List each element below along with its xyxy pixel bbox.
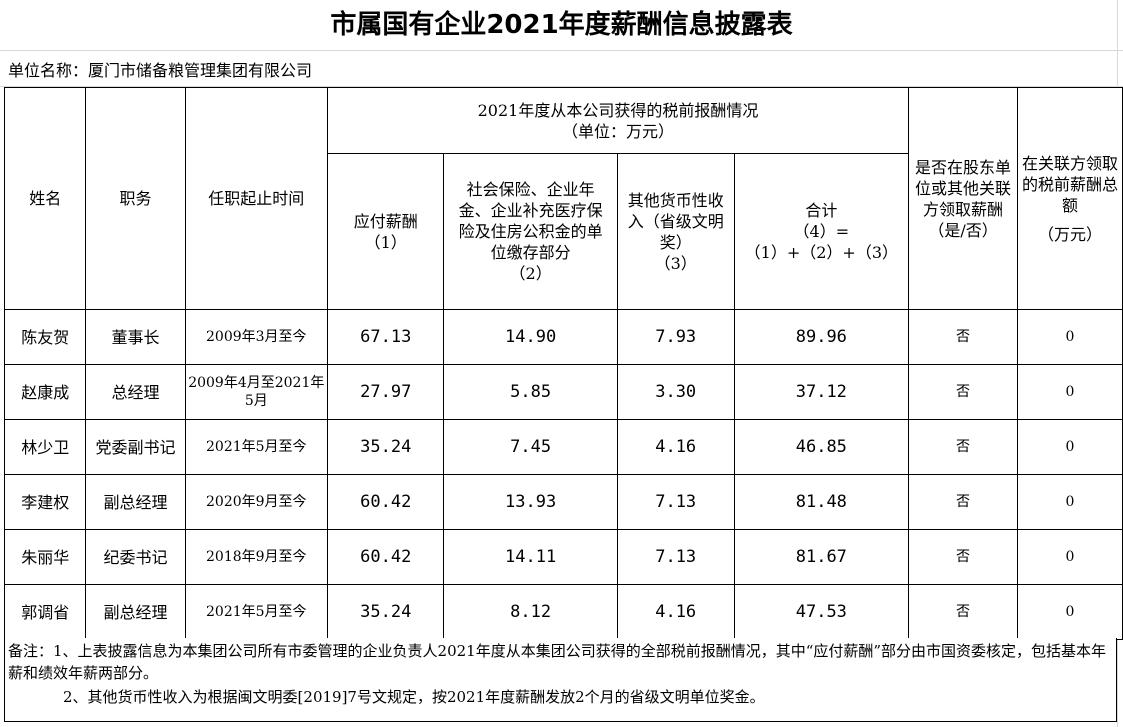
header-position: 职务 [85, 87, 186, 310]
sheet-gridline [0, 50, 1123, 51]
cell-pay: 27.97 [326, 364, 445, 420]
cell-related: 否 [908, 584, 1019, 640]
cell-social: 14.90 [443, 309, 618, 365]
header-pay: 应付薪酬 （1） [326, 153, 445, 310]
header-other: 其他货币性收入（省级文明奖） （3） [616, 153, 735, 310]
cell-pay: 60.42 [326, 474, 445, 530]
cell-position: 副总经理 [85, 474, 186, 530]
header-total-label: 合计 [805, 201, 838, 220]
cell-related: 否 [908, 309, 1019, 365]
cell-term: 2018年9月至今 [184, 529, 328, 585]
cell-name: 郭调省 [3, 584, 87, 640]
cell-term: 2009年4月至2021年5月 [184, 364, 328, 420]
cell-term: 2020年9月至今 [184, 474, 328, 530]
header-related-pay-unit: （万元） [1038, 224, 1103, 244]
header-total: 合计 （4）=（1）+（2）+（3） [733, 153, 910, 310]
unit-name-line: 单位名称：厦门市储备粮管理集团有限公司 [8, 61, 313, 80]
note-line-2: 2、其他货币性收入为根据闽文明委[2019]7号文规定，按2021年度薪酬发放2… [63, 688, 765, 706]
cell-pay: 67.13 [326, 309, 445, 365]
table-row: 林少卫 党委副书记 2021年5月至今 35.24 7.45 4.16 46.8… [3, 419, 1123, 475]
cell-other: 7.13 [616, 529, 735, 585]
cell-total: 81.48 [733, 474, 910, 530]
cell-related-pay: 0 [1017, 364, 1123, 420]
cell-position: 董事长 [85, 309, 186, 365]
cell-position: 党委副书记 [85, 419, 186, 475]
cell-other: 7.93 [616, 309, 735, 365]
cell-related: 否 [908, 529, 1019, 585]
table-row: 李建权 副总经理 2020年9月至今 60.42 13.93 7.13 81.4… [3, 474, 1123, 530]
cell-social: 7.45 [443, 419, 618, 475]
header-group-title: 2021年度从本公司获得的税前报酬情况 [477, 100, 759, 120]
header-social: 社会保险、企业年金、企业补充医疗保险及住房公积金的单位缴存部分 （2） [443, 153, 618, 310]
salary-table: 姓名 职务 任职起止时间 2021年度从本公司获得的税前报酬情况 （单位：万元）… [3, 87, 1123, 640]
header-related-flag: 是否在股东单位或其他关联方领取薪酬（是/否） [908, 87, 1019, 310]
header-group: 2021年度从本公司获得的税前报酬情况 （单位：万元） [326, 87, 910, 154]
cell-related-pay: 0 [1017, 584, 1123, 640]
cell-related: 否 [908, 419, 1019, 475]
cell-related: 否 [908, 364, 1019, 420]
header-term: 任职起止时间 [184, 87, 328, 310]
cell-other: 7.13 [616, 474, 735, 530]
header-other-label: 其他货币性收入（省级文明奖） [627, 190, 724, 252]
cell-other: 4.16 [616, 419, 735, 475]
cell-term: 2021年5月至今 [184, 584, 328, 640]
cell-pay: 35.24 [326, 419, 445, 475]
header-pay-index: （1） [364, 232, 407, 252]
table-row: 陈友贺 董事长 2009年3月至今 67.13 14.90 7.93 89.96… [3, 309, 1123, 365]
header-related-pay-label: 在关联方领取的税前薪酬总额 [1022, 153, 1119, 215]
header-name: 姓名 [3, 87, 87, 310]
cell-total: 89.96 [733, 309, 910, 365]
note-line-1: 备注：1、上表披露信息为本集团公司所有市委管理的企业负责人2021年度从本集团公… [8, 642, 1107, 682]
cell-social: 5.85 [443, 364, 618, 420]
cell-other: 3.30 [616, 364, 735, 420]
cell-social: 8.12 [443, 584, 618, 640]
cell-related-pay: 0 [1017, 474, 1123, 530]
cell-total: 81.67 [733, 529, 910, 585]
cell-total: 46.85 [733, 419, 910, 475]
header-pay-label: 应付薪酬 [353, 211, 418, 231]
cell-other: 4.16 [616, 584, 735, 640]
table-row: 赵康成 总经理 2009年4月至2021年5月 27.97 5.85 3.30 … [3, 364, 1123, 420]
cell-name: 赵康成 [3, 364, 87, 420]
cell-total: 37.12 [733, 364, 910, 420]
cell-term: 2021年5月至今 [184, 419, 328, 475]
cell-related-pay: 0 [1017, 309, 1123, 365]
cell-name: 朱丽华 [3, 529, 87, 585]
header-social-index: （2） [509, 264, 552, 283]
cell-social: 13.93 [443, 474, 618, 530]
cell-related: 否 [908, 474, 1019, 530]
header-social-label: 社会保险、企业年金、企业补充医疗保险及住房公积金的单位缴存部分 [458, 180, 603, 262]
cell-name: 李建权 [3, 474, 87, 530]
cell-social: 14.11 [443, 529, 618, 585]
cell-position: 纪委书记 [85, 529, 186, 585]
cell-total: 47.53 [733, 584, 910, 640]
notes-block: 备注：1、上表披露信息为本集团公司所有市委管理的企业负责人2021年度从本集团公… [4, 638, 1117, 722]
table-row: 朱丽华 纪委书记 2018年9月至今 60.42 14.11 7.13 81.6… [3, 529, 1123, 585]
cell-pay: 35.24 [326, 584, 445, 640]
cell-related-pay: 0 [1017, 419, 1123, 475]
sheet-gridline [0, 86, 1123, 87]
header-group-unit: （单位：万元） [561, 121, 674, 141]
table-row: 郭调省 副总经理 2021年5月至今 35.24 8.12 4.16 47.53… [3, 584, 1123, 640]
page-title: 市属国有企业2021年度薪酬信息披露表 [330, 10, 793, 40]
cell-pay: 60.42 [326, 529, 445, 585]
header-total-formula: （4）=（1）+（2）+（3） [744, 222, 899, 262]
cell-name: 陈友贺 [3, 309, 87, 365]
cell-position: 副总经理 [85, 584, 186, 640]
cell-related-pay: 0 [1017, 529, 1123, 585]
cell-name: 林少卫 [3, 419, 87, 475]
header-related-pay: 在关联方领取的税前薪酬总额 （万元） [1017, 87, 1123, 310]
cell-term: 2009年3月至今 [184, 309, 328, 365]
cell-position: 总经理 [85, 364, 186, 420]
header-other-index: （3） [654, 253, 697, 273]
